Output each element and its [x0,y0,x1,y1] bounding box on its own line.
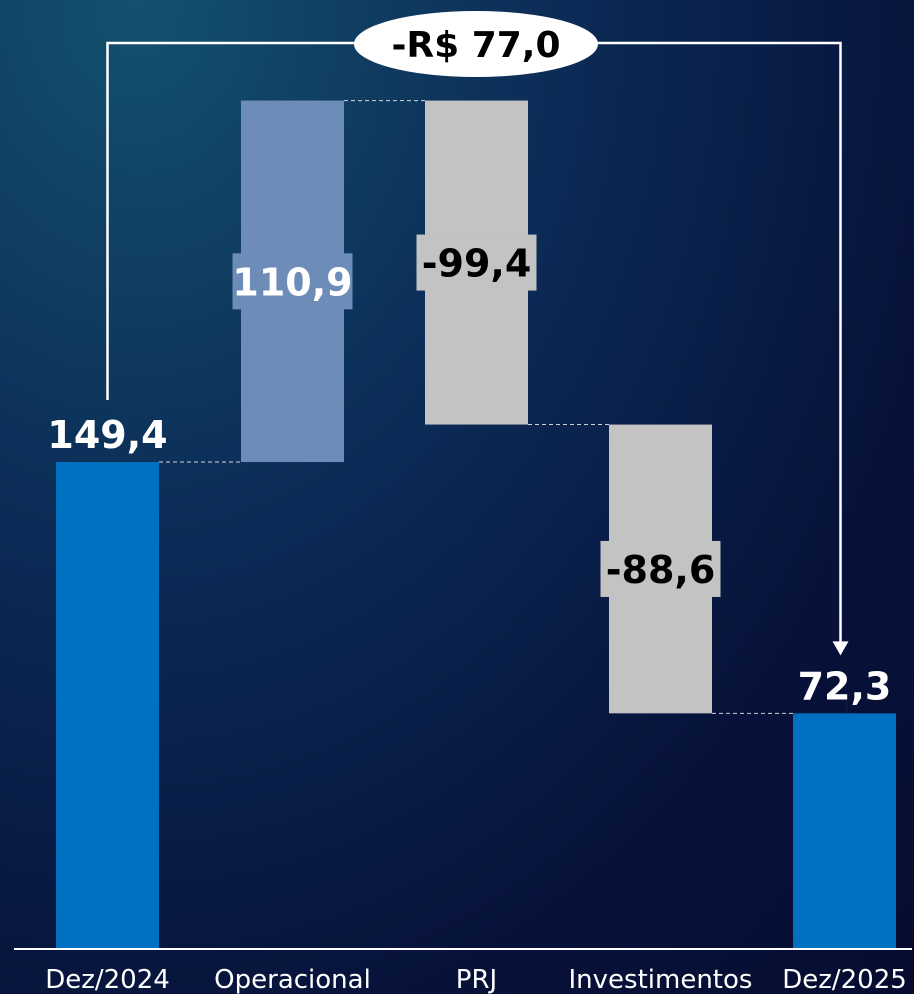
value-label: -88,6 [606,548,716,592]
value-label-box [600,540,721,597]
category-label: Dez/2025 [782,965,907,994]
value-label: 149,4 [47,413,167,457]
value-label-box [416,234,537,291]
value-label-box [232,253,353,310]
value-label: 72,3 [798,664,892,708]
value-label: 110,9 [232,260,352,304]
category-label: PRJ [456,965,497,994]
bar-dez-2025 [793,713,896,949]
arrow-head-icon [832,641,849,656]
category-label: Dez/2024 [45,965,170,994]
bar-dez-2024 [56,462,159,949]
value-labels: 149,4 110,9 -99,4 -88,6 72,3 [47,234,892,708]
total-change-bracket: -R$ 77,0 [106,11,849,656]
total-change-badge [354,11,598,77]
category-label: Operacional [214,965,371,994]
total-change-label: -R$ 77,0 [391,25,560,66]
value-label: -99,4 [422,242,532,286]
category-labels: Dez/2024 Operacional PRJ Investimentos Dez/2… [45,965,907,994]
bars [56,100,896,949]
category-label: Investimentos [569,965,753,994]
